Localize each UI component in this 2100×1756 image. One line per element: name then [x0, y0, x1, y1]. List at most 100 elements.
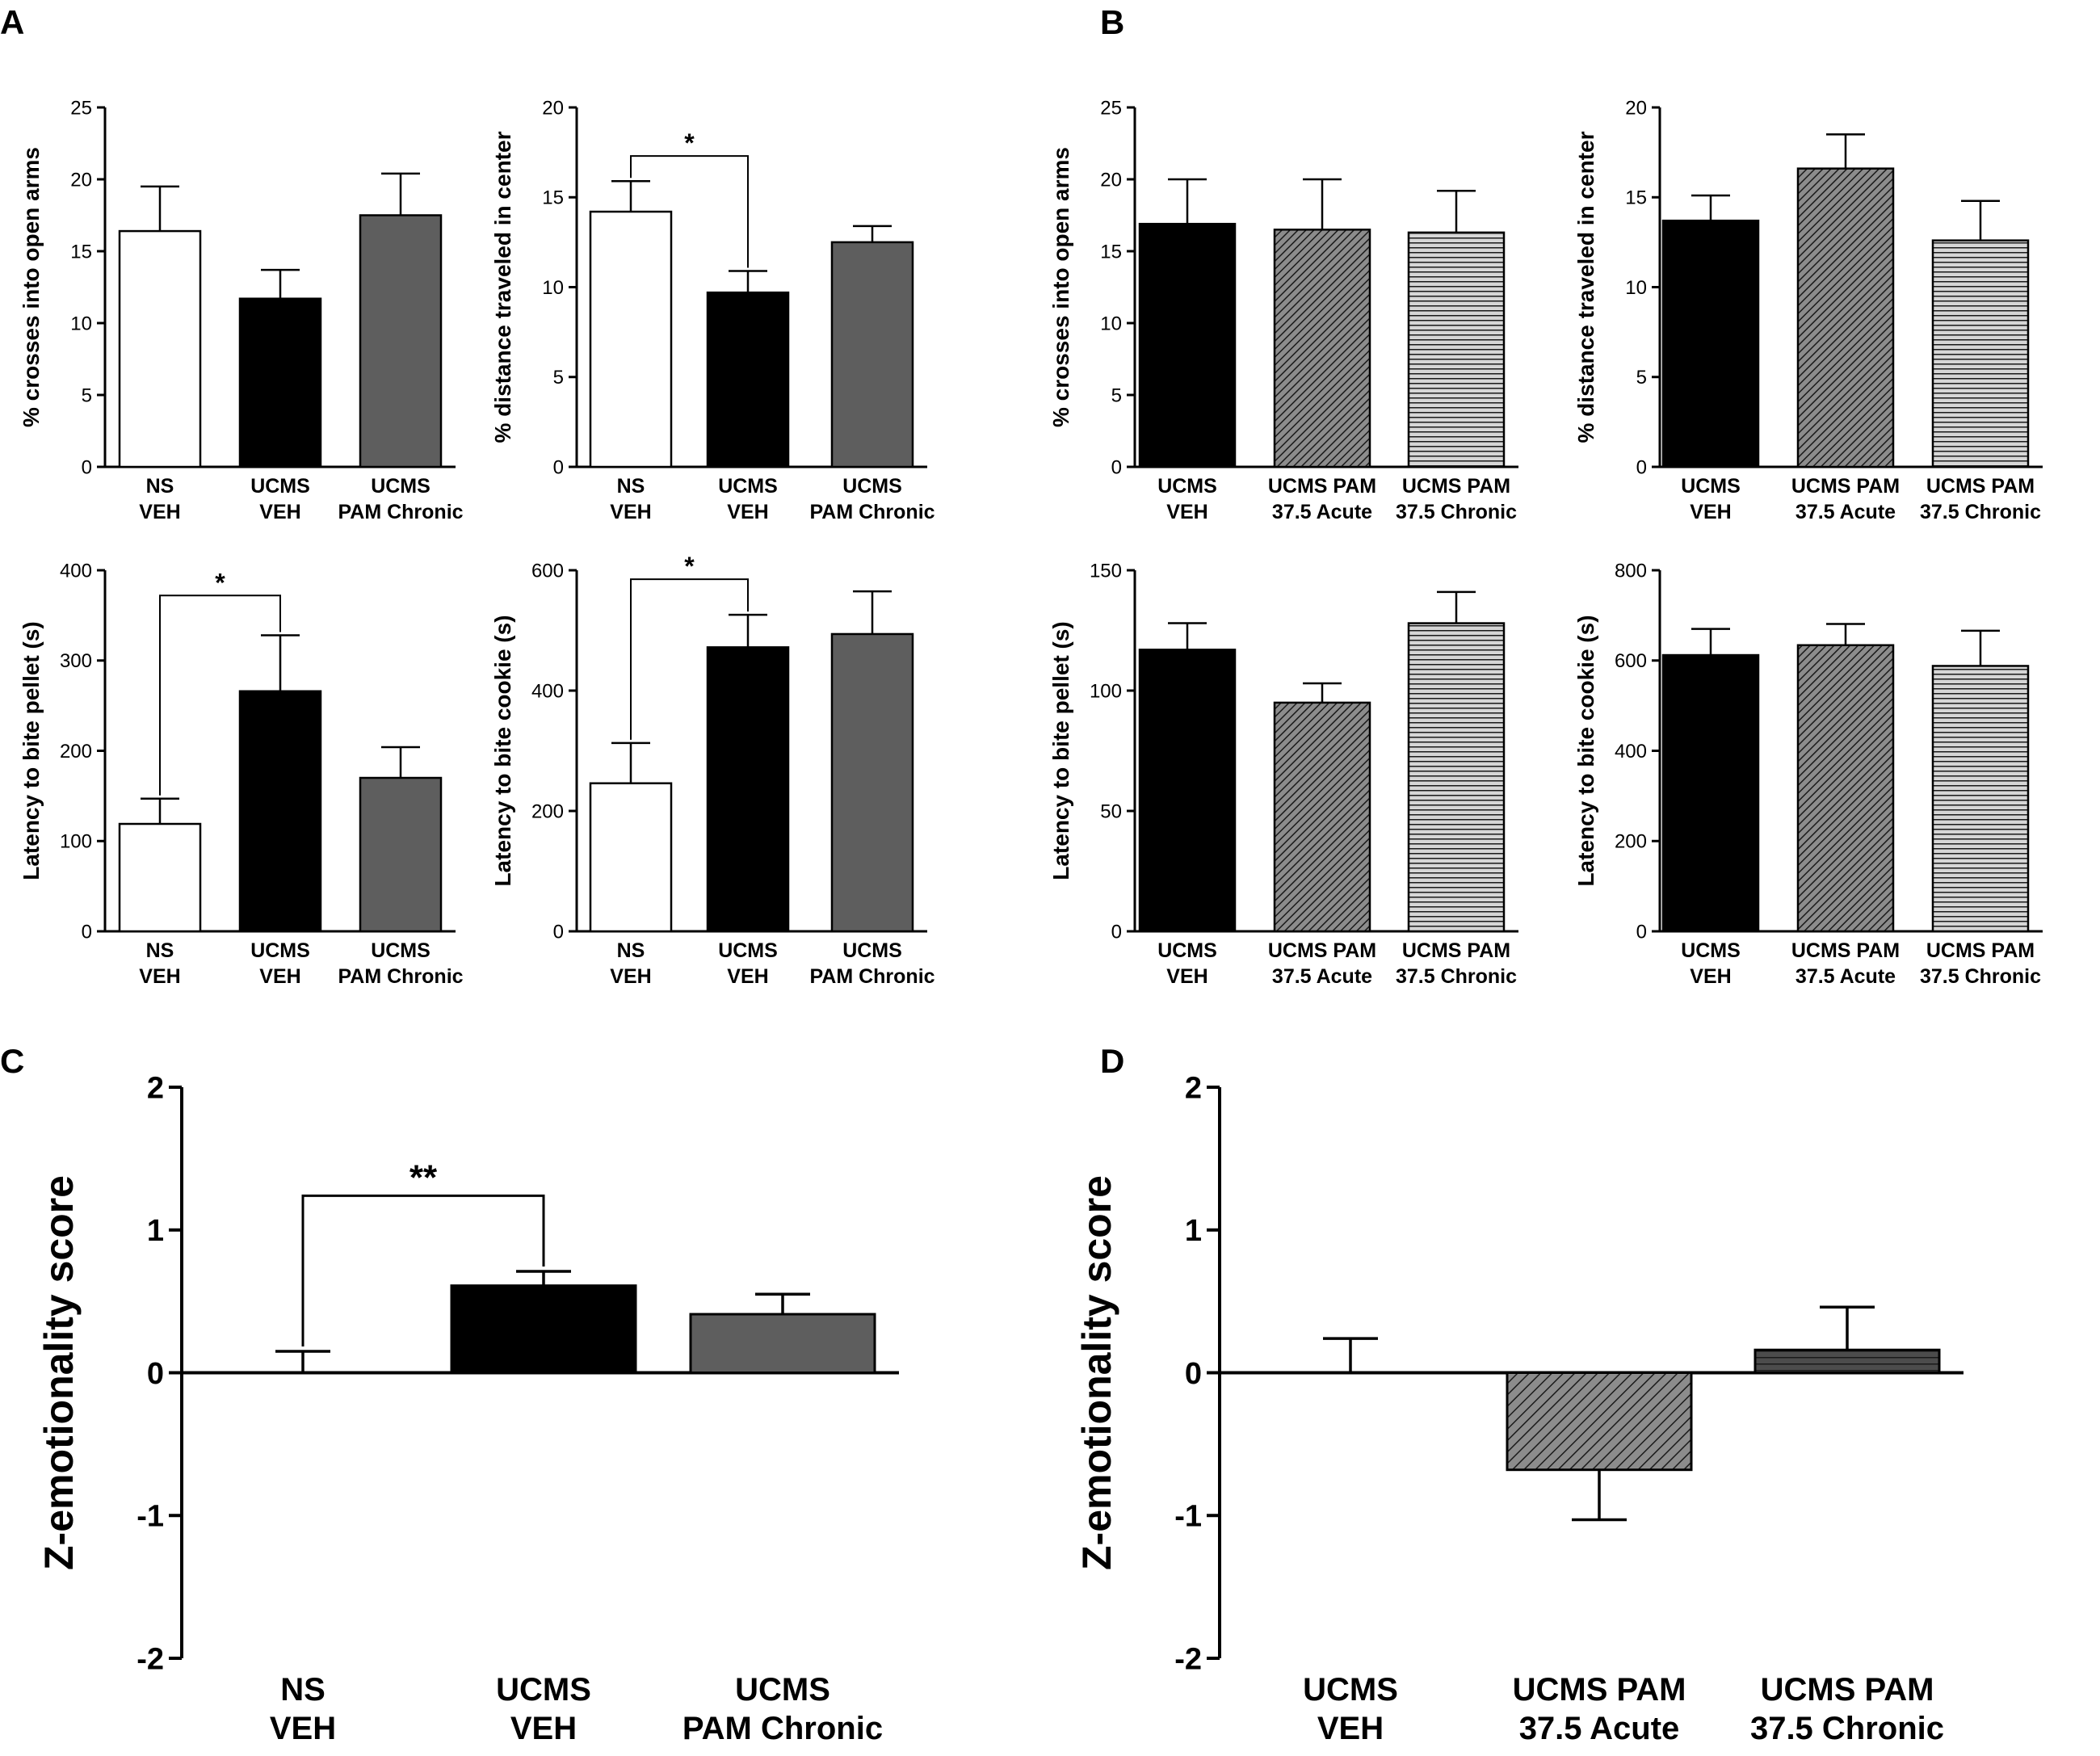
chart-a4-y-axis-title: Latency to bite cookie (s): [490, 615, 515, 886]
panel-label-c: C: [0, 1042, 24, 1080]
chart-a1-bar: [118, 229, 202, 468]
chart-a2-y-tick-label: 20: [542, 97, 564, 119]
chart-a1-y-tick-label: 15: [70, 241, 92, 263]
chart-a4-category-label: PAM Chronic: [809, 965, 934, 988]
chart-b3-category-label: 37.5 Acute: [1272, 965, 1372, 988]
chart-c-category-label: VEH: [510, 1711, 577, 1746]
chart-b1-y-tick-label: 10: [1100, 313, 1122, 334]
chart-b2-category-label: UCMS PAM: [1926, 475, 2035, 498]
chart-b4-y-axis-title: Latency to bite cookie (s): [1573, 615, 1598, 886]
chart-b4-category-label: VEH: [1690, 965, 1731, 988]
chart-a2-y-tick-label: 0: [553, 456, 564, 478]
chart-b1-bar: [1273, 229, 1371, 468]
chart-a1: 0 5 10 15 20 25 % crosses into open arms NS VEH U…: [19, 97, 464, 523]
chart-b4-category-label: 37.5 Acute: [1796, 965, 1896, 988]
chart-c-category-label: VEH: [270, 1711, 336, 1746]
chart-c-significance-bracket: [301, 1194, 545, 1346]
chart-c-y-tick-label: -1: [136, 1500, 164, 1534]
chart-b1-y-tick-label: 25: [1100, 97, 1122, 119]
chart-b3-y-axis-title: Latency to bite pellet (s): [1048, 621, 1073, 880]
chart-b3-y-tick-label: 150: [1090, 560, 1122, 582]
chart-b1: 0 5 10 15 20 25 % crosses into open arms UCMS VE…: [1048, 97, 1518, 523]
chart-a2-bar: [589, 210, 673, 468]
chart-d-y-axis-title: Z-emotionality score: [1074, 1175, 1119, 1570]
chart-b4-category-label: UCMS PAM: [1791, 939, 1900, 962]
chart-a2-y-tick-label: 10: [542, 277, 564, 299]
chart-c-bar: [689, 1313, 876, 1374]
chart-a1-bar: [359, 214, 443, 468]
chart-b2-y-axis-title: % distance traveled in center: [1573, 131, 1598, 443]
chart-a4-y-tick-label: 400: [531, 680, 564, 702]
chart-a1-y-tick-label: 20: [70, 169, 92, 191]
chart-d-category-label: UCMS PAM: [1513, 1672, 1686, 1708]
chart-a3-y-tick-label: 400: [60, 560, 92, 582]
chart-d-bar: [1754, 1348, 1941, 1374]
chart-b1-y-axis-title: % crosses into open arms: [1048, 147, 1073, 427]
chart-a3-y-tick-label: 300: [60, 650, 92, 672]
chart-a3-category-label: NS: [146, 939, 174, 962]
chart-b1-category-label: UCMS: [1157, 475, 1217, 498]
chart-a4-y-tick-label: 0: [553, 921, 564, 943]
chart-a4: 0 200 400 600 Latency to bite cookie (s) NS VE…: [490, 552, 935, 988]
chart-b2-category-label: UCMS PAM: [1791, 475, 1900, 498]
chart-a4-bar: [706, 646, 790, 933]
chart-d-category-label: VEH: [1317, 1711, 1384, 1746]
chart-b1-y-tick-label: 15: [1100, 241, 1122, 263]
chart-b1-bar: [1407, 231, 1506, 468]
chart-a2: 0 5 10 15 20 % distance traveled in center NS V…: [490, 97, 935, 523]
chart-b4-y-tick-label: 800: [1615, 560, 1647, 582]
chart-a3-significance-bracket: [159, 594, 281, 796]
chart-a4-y-tick-label: 600: [531, 560, 564, 582]
chart-c-y-tick-label: 1: [147, 1214, 164, 1248]
chart-a1-category-label: VEH: [259, 501, 300, 523]
chart-a1-y-tick-label: 0: [82, 456, 92, 478]
chart-a3-y-tick-label: 0: [82, 921, 92, 943]
chart-a1-y-tick-label: 5: [82, 384, 92, 406]
chart-c-category-label: UCMS: [496, 1672, 591, 1708]
chart-c-category-label: NS: [280, 1672, 326, 1708]
chart-a3-y-tick-label: 200: [60, 741, 92, 762]
chart-b3-y-tick-label: 50: [1100, 800, 1122, 822]
chart-a2-bar: [706, 291, 790, 468]
chart-c-category-label: UCMS: [735, 1672, 830, 1708]
chart-a3-category-label: UCMS: [250, 939, 310, 962]
chart-a1-category-label: VEH: [139, 501, 180, 523]
chart-d-category-label: UCMS: [1303, 1672, 1398, 1708]
chart-b2-category-label: VEH: [1690, 501, 1731, 523]
chart-a2-category-label: PAM Chronic: [809, 501, 934, 523]
chart-b2-y-tick-label: 5: [1636, 367, 1647, 389]
chart-a4-category-label: VEH: [610, 965, 651, 988]
chart-b2-bar: [1796, 167, 1895, 468]
chart-c-y-tick-label: 2: [147, 1071, 164, 1105]
chart-b1-y-tick-label: 5: [1111, 384, 1122, 406]
chart-a1-category-label: UCMS: [250, 475, 310, 498]
chart-a4-bar: [830, 632, 914, 933]
chart-b4-y-tick-label: 0: [1636, 921, 1647, 943]
chart-a2-category-label: VEH: [727, 501, 768, 523]
chart-b4-category-label: UCMS: [1681, 939, 1741, 962]
chart-d-y-tick-label: 1: [1185, 1214, 1202, 1248]
chart-b4-bar: [1931, 665, 2030, 933]
chart-d-y-tick-label: 0: [1185, 1357, 1202, 1391]
chart-b3-y-tick-label: 0: [1111, 921, 1122, 943]
chart-a2-category-label: NS: [617, 475, 645, 498]
chart-b3-category-label: UCMS PAM: [1402, 939, 1510, 962]
chart-a3-category-label: VEH: [139, 965, 180, 988]
chart-d-category-label: 37.5 Chronic: [1750, 1711, 1944, 1746]
chart-b2: 0 5 10 15 20 % distance traveled in center UCM…: [1573, 97, 2043, 523]
chart-a1-category-label: NS: [146, 475, 174, 498]
chart-a3-y-tick-label: 100: [60, 831, 92, 853]
chart-c-y-tick-label: 0: [147, 1357, 164, 1391]
chart-a3-category-label: VEH: [259, 965, 300, 988]
chart-d-y-tick-label: -2: [1174, 1642, 1202, 1676]
chart-a1-category-label: PAM Chronic: [338, 501, 463, 523]
chart-b3-bar: [1273, 701, 1371, 933]
chart-b1-y-tick-label: 0: [1111, 456, 1122, 478]
chart-b3-bar: [1407, 622, 1506, 933]
chart-a3-bar: [238, 690, 322, 933]
chart-d-bar: [1506, 1372, 1693, 1472]
chart-a4-y-tick-label: 200: [531, 800, 564, 822]
chart-a4-significance-label: *: [684, 552, 695, 581]
chart-a1-category-label: UCMS: [371, 475, 430, 498]
